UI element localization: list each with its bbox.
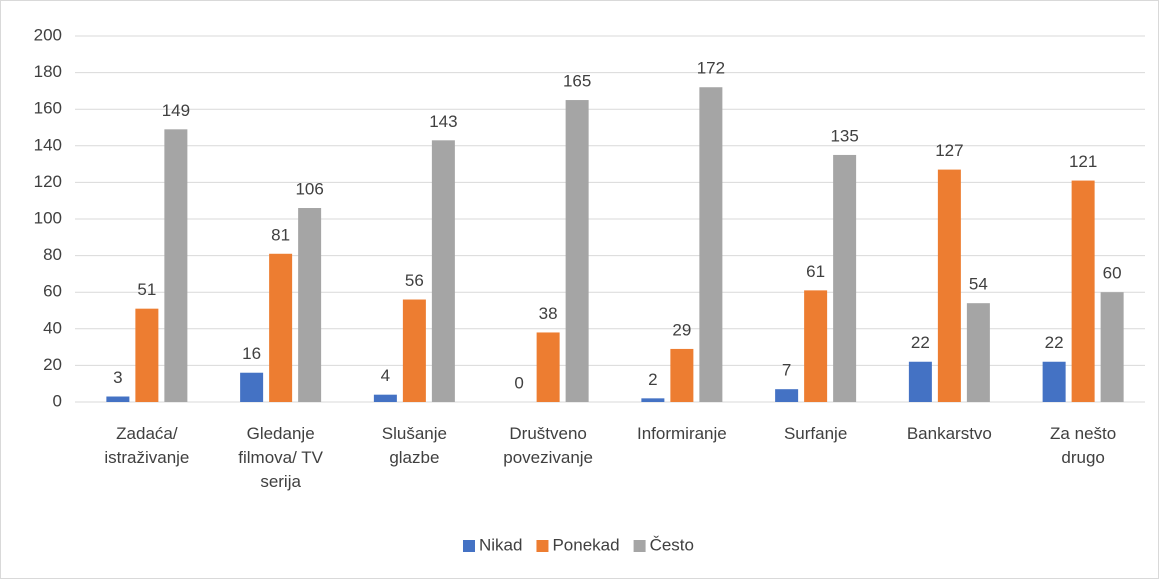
data-label: 3 — [113, 368, 122, 387]
bar — [565, 100, 589, 403]
data-label: 51 — [137, 280, 156, 299]
y-tick-label: 40 — [43, 318, 62, 337]
data-label: 149 — [162, 101, 190, 120]
bar — [1100, 292, 1124, 402]
data-label: 0 — [514, 373, 523, 392]
data-label: 61 — [806, 262, 825, 281]
bar — [373, 394, 397, 402]
bar — [536, 332, 560, 402]
data-label: 172 — [697, 59, 725, 78]
y-tick-label: 20 — [43, 355, 62, 374]
y-tick-label: 200 — [34, 25, 62, 44]
y-tick-label: 180 — [34, 62, 62, 81]
data-label: 165 — [563, 72, 591, 91]
data-label: 106 — [295, 180, 323, 199]
x-tick-label: Informiranje — [636, 424, 727, 443]
y-tick-label: 0 — [53, 391, 62, 410]
data-label: 38 — [539, 304, 558, 323]
data-label: 81 — [271, 225, 290, 244]
x-tick-label: Za nešto drugo — [1050, 424, 1117, 467]
bar — [699, 87, 723, 403]
bar — [966, 303, 990, 402]
data-label: 60 — [1103, 264, 1122, 283]
data-label: 29 — [672, 320, 691, 339]
bar — [298, 208, 322, 402]
data-label: 2 — [648, 370, 657, 389]
legend-label: Nikad — [479, 535, 522, 554]
bar — [164, 129, 188, 402]
legend-swatch — [462, 540, 475, 552]
data-label: 4 — [381, 366, 390, 385]
x-tick-label: Slušanje glazbe — [381, 424, 447, 467]
y-tick-label: 80 — [43, 245, 62, 264]
legend-swatch — [536, 540, 549, 552]
legend-label: Često — [650, 535, 694, 554]
y-tick-label: 100 — [34, 208, 62, 227]
data-label: 135 — [830, 126, 858, 145]
x-tick-label: Surfanje — [783, 424, 848, 443]
data-label: 7 — [782, 361, 791, 380]
data-label: 22 — [1045, 333, 1064, 352]
bar — [641, 398, 665, 402]
data-label: 121 — [1069, 152, 1097, 171]
legend-swatch — [633, 540, 646, 552]
bar — [937, 169, 961, 402]
bar — [1071, 180, 1095, 402]
data-label: 54 — [969, 275, 988, 294]
bar — [1042, 361, 1066, 402]
x-tick-label: Gledanje filmova/ TV serija — [238, 424, 323, 491]
data-label: 127 — [935, 141, 963, 160]
bar — [135, 308, 159, 402]
y-tick-label: 120 — [34, 172, 62, 191]
bar — [106, 396, 130, 402]
y-tick-label: 140 — [34, 135, 62, 154]
bar — [804, 290, 828, 402]
x-tick-label: Zadaća/ istraživanje — [104, 424, 190, 467]
bar — [908, 361, 932, 402]
data-label: 143 — [429, 112, 457, 131]
x-tick-label: Društveno povezivanje — [503, 424, 594, 467]
bar — [402, 299, 426, 402]
y-tick-label: 160 — [34, 99, 62, 118]
data-label: 22 — [911, 333, 930, 352]
bar — [269, 253, 293, 402]
legend-label: Ponekad — [552, 535, 619, 554]
bar — [240, 372, 264, 402]
bar — [670, 348, 694, 402]
data-label: 16 — [242, 344, 261, 363]
bar — [833, 154, 857, 402]
y-tick-label: 60 — [43, 282, 62, 301]
data-label: 56 — [405, 271, 424, 290]
bar — [775, 389, 799, 402]
x-tick-label: Bankarstvo — [906, 424, 992, 443]
bar — [431, 140, 455, 402]
